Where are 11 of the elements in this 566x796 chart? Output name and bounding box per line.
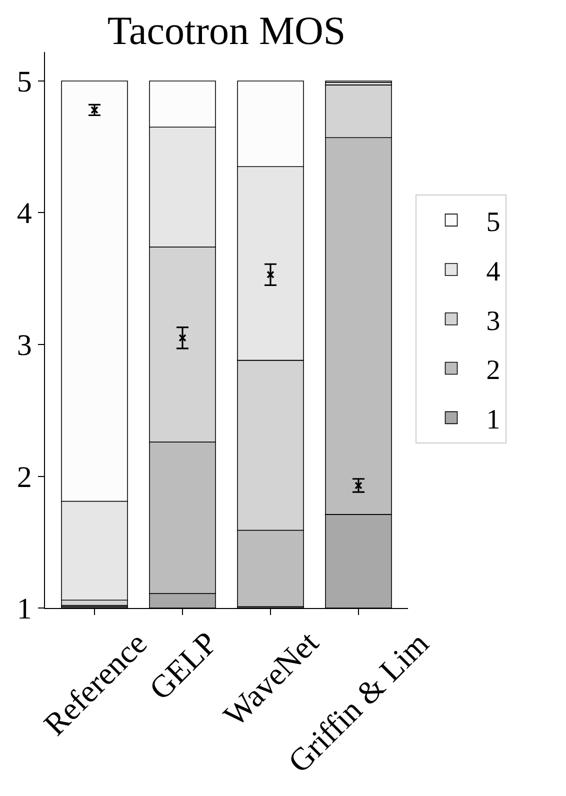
y-tick-label: 3 <box>16 328 32 362</box>
y-tick-label: 5 <box>16 65 32 98</box>
legend-label: 3 <box>486 306 500 337</box>
legend-label: 5 <box>486 207 500 238</box>
legend-label: 1 <box>486 404 500 436</box>
y-tick-label: 4 <box>16 197 32 230</box>
legend-label: 4 <box>486 256 500 288</box>
y-tick-label: 1 <box>16 592 32 626</box>
y-tick-label: 2 <box>16 460 32 494</box>
legend-label: 2 <box>486 355 500 386</box>
chart-title: Tacotron MOS <box>107 8 346 53</box>
